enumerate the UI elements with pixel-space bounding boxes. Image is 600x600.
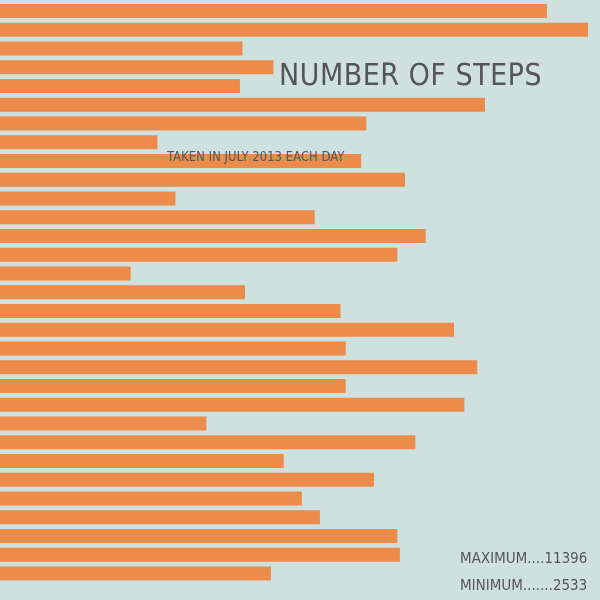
bar-day-29: [0, 529, 398, 543]
bar-day-21: [0, 379, 346, 393]
bar-day-2: [0, 22, 588, 37]
bar-day-28: [0, 510, 320, 525]
bar-day-12: [0, 210, 315, 225]
bar-day-11: [0, 191, 176, 206]
bar-day-18: [0, 322, 455, 337]
bar-day-9: [0, 154, 362, 168]
bar-day-30: [0, 547, 400, 562]
bar-day-22: [0, 397, 465, 412]
bar-day-26: [0, 472, 375, 487]
bar-day-4: [0, 60, 274, 75]
minimum-value: 2533: [552, 576, 588, 594]
bar-day-3: [0, 41, 243, 56]
bar-day-25: [0, 454, 284, 468]
bar-day-27: [0, 491, 302, 506]
minimum-line: MINIMUM.......2533: [460, 572, 587, 599]
bar-day-24: [0, 435, 416, 450]
bar-day-14: [0, 247, 398, 262]
bar-day-10: [0, 172, 406, 187]
maximum-line: MAXIMUM....11396: [460, 545, 587, 572]
bar-day-19: [0, 341, 346, 356]
summary-stats: MAXIMUM....11396 MINIMUM.......2533: [460, 545, 587, 599]
maximum-dots: ....: [527, 549, 545, 567]
maximum-value: 11396: [544, 549, 588, 567]
bar-day-15: [0, 266, 131, 281]
minimum-dots: .......: [522, 576, 553, 594]
bar-day-8: [0, 135, 158, 150]
bar-day-20: [0, 360, 478, 375]
minimum-label: MINIMUM: [460, 576, 523, 594]
bar-day-7: [0, 116, 367, 131]
chart-subtitle: TAKEN IN JULY 2013 EACH DAY: [167, 150, 345, 165]
chart-title: NUMBER OF STEPS: [279, 58, 543, 93]
bar-day-31: [0, 566, 271, 581]
maximum-label: MAXIMUM: [460, 549, 528, 567]
bar-day-6: [0, 97, 486, 112]
bar-day-17: [0, 304, 341, 318]
bar-day-1: [0, 4, 547, 18]
bar-day-23: [0, 416, 207, 431]
bar-day-5: [0, 79, 240, 93]
bar-day-13: [0, 229, 426, 243]
bar-day-16: [0, 285, 246, 300]
